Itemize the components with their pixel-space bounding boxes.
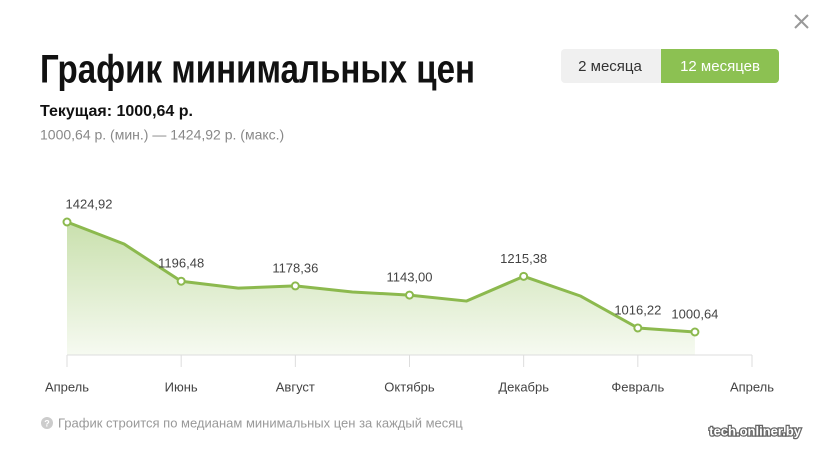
value-label: 1215,38	[500, 251, 547, 266]
x-tick-label: Декабрь	[498, 379, 549, 394]
value-label: 1178,36	[272, 260, 318, 275]
point	[690, 327, 700, 337]
tab-join	[661, 49, 667, 83]
x-tick-label: Апрель	[45, 379, 89, 394]
tab-active[interactable]	[661, 49, 779, 83]
title: График минимальных цен	[40, 48, 475, 92]
line	[66, 220, 696, 334]
price-range: 1000,64 р. (мин.) — 1424,92 р. (макс.)	[40, 127, 284, 143]
value-label: 1196,48	[158, 256, 204, 271]
point	[405, 290, 414, 300]
value-label: 1016,22	[614, 302, 661, 317]
area	[67, 222, 695, 355]
close-button[interactable]	[794, 14, 809, 29]
current-price: Текущая: 1000,64 р.	[40, 103, 193, 120]
help-icon	[41, 417, 53, 429]
help-icon-mark: ?	[44, 418, 50, 428]
x-tick-label: Октябрь	[384, 379, 435, 394]
point	[519, 271, 529, 281]
x-tick-label: Июнь	[165, 379, 198, 394]
chart: Апрель Июнь Август Октябрь Декабрь Февраль Апр…	[45, 196, 774, 394]
x-tick-label: Февраль	[611, 379, 664, 394]
tab[interactable]	[561, 49, 663, 83]
tab-label[interactable]: 2 месяца	[578, 58, 642, 75]
point	[290, 281, 300, 291]
tab-label[interactable]: 12 месяцев	[680, 58, 760, 75]
note: График строится по медианам минимальных …	[58, 415, 463, 430]
point	[176, 276, 186, 286]
value-label: 1143,00	[386, 270, 432, 285]
x-tick-label: Апрель	[730, 379, 774, 394]
x-tick-label: Август	[276, 379, 315, 394]
watermark: tech.onliner.by	[709, 423, 802, 438]
value-label: 1000,64	[671, 306, 718, 321]
value-label: 1424,92	[66, 196, 113, 211]
point	[62, 217, 72, 227]
point	[633, 323, 643, 333]
